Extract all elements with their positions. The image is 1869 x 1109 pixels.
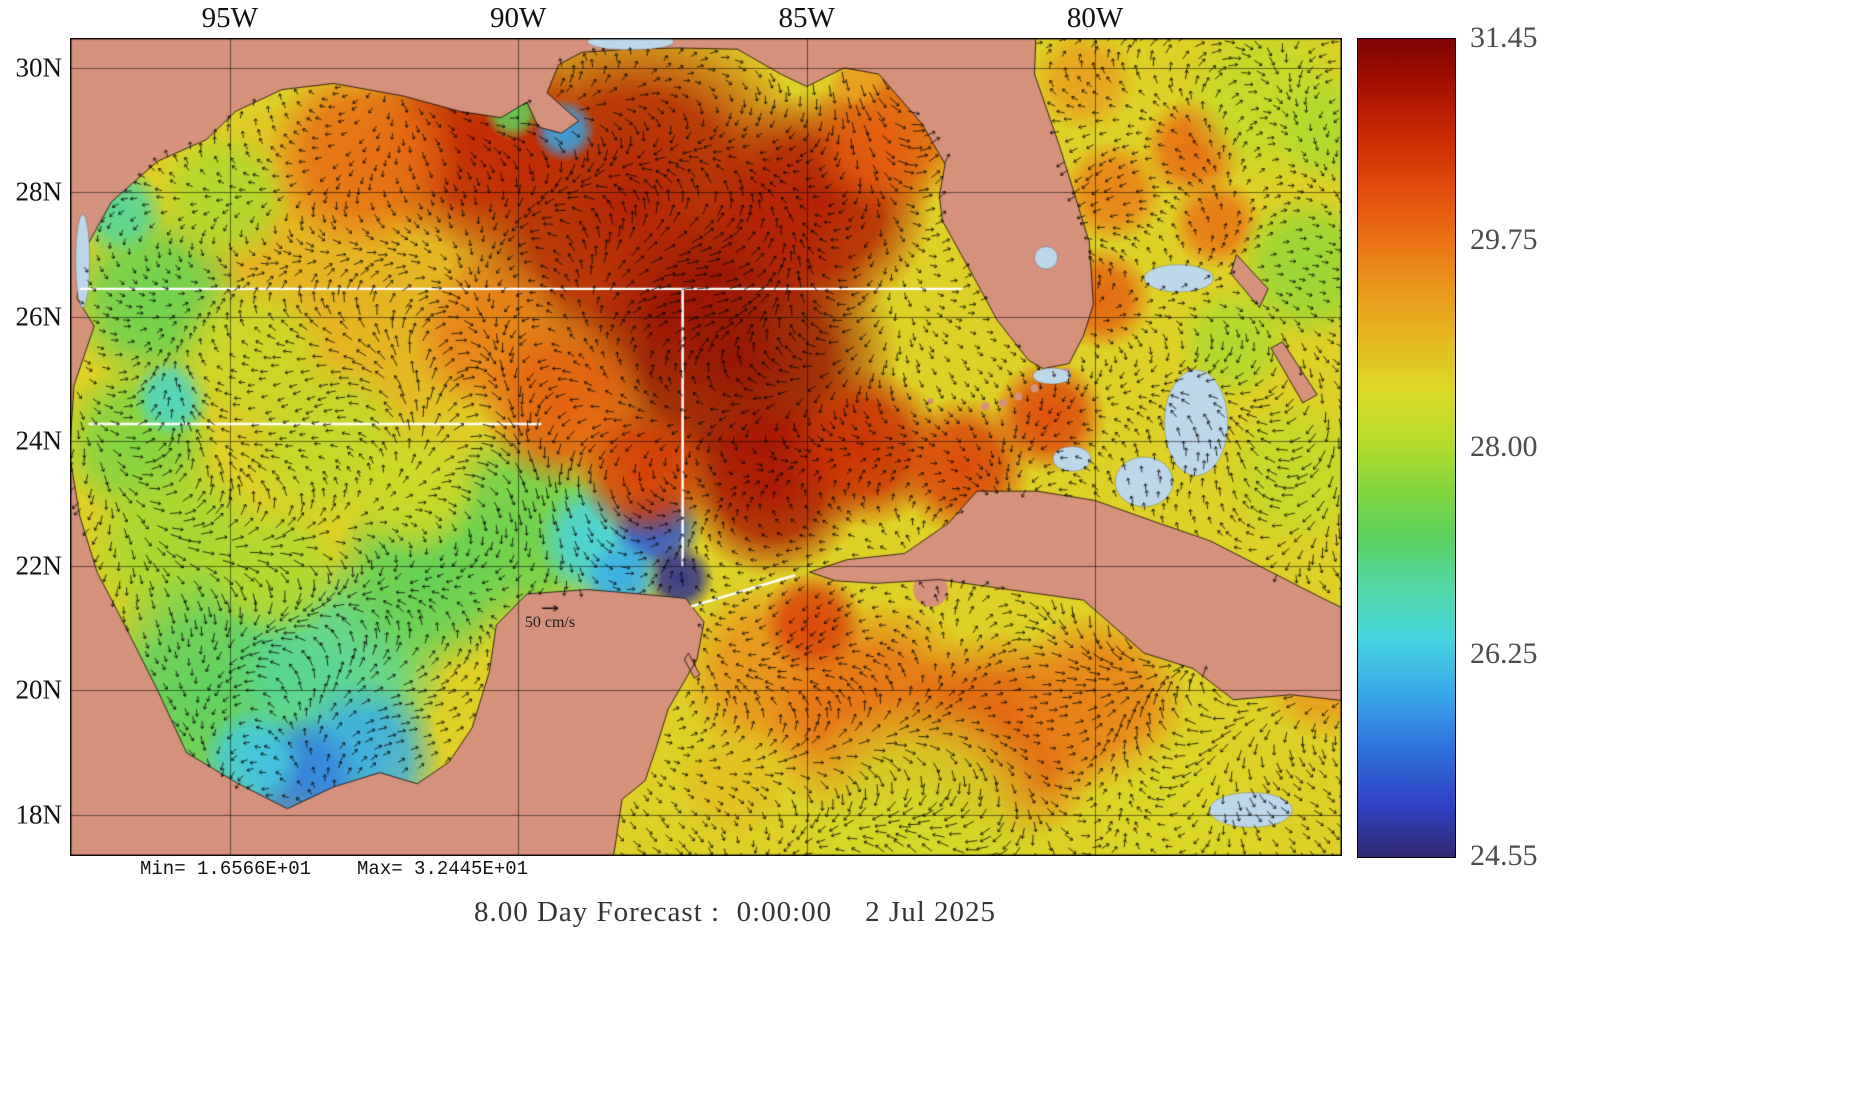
lon-tick-label: 95W xyxy=(201,2,258,34)
colorbar-tick-label: 29.75 xyxy=(1470,222,1538,256)
field-min-label: Min= 1.6566E+01 xyxy=(140,858,312,880)
lon-tick-label: 90W xyxy=(490,2,547,34)
colorbar-tick-label: 24.55 xyxy=(1470,839,1538,872)
lat-tick-label: 26N xyxy=(15,301,63,332)
colorbar-tick-label: 31.45 xyxy=(1470,21,1538,54)
colorbar-tick-label: 28.00 xyxy=(1470,430,1538,463)
lat-tick-label: 22N xyxy=(15,550,63,581)
colorbar xyxy=(1357,38,1456,858)
sst-map-canvas xyxy=(70,38,1342,856)
vector-scale-label: 50 cm/s xyxy=(524,614,576,632)
figure-caption: 8.00 Day Forecast : 0:00:00 2 Jul 2025 xyxy=(473,896,997,928)
lat-tick-label: 18N xyxy=(15,799,63,830)
lat-tick-label: 30N xyxy=(15,52,63,83)
colorbar-tick-label: 26.25 xyxy=(1470,637,1538,671)
field-minmax: Min= 1.6566E+01 Max= 3.2445E+01 xyxy=(140,858,528,880)
field-max-label: Max= 3.2445E+01 xyxy=(357,858,529,880)
lon-tick-label: 80W xyxy=(1066,2,1124,34)
lat-tick-label: 28N xyxy=(15,176,63,207)
lat-tick-label: 24N xyxy=(15,425,63,456)
lon-tick-label: 85W xyxy=(778,2,835,34)
lat-tick-label: 20N xyxy=(15,674,63,705)
